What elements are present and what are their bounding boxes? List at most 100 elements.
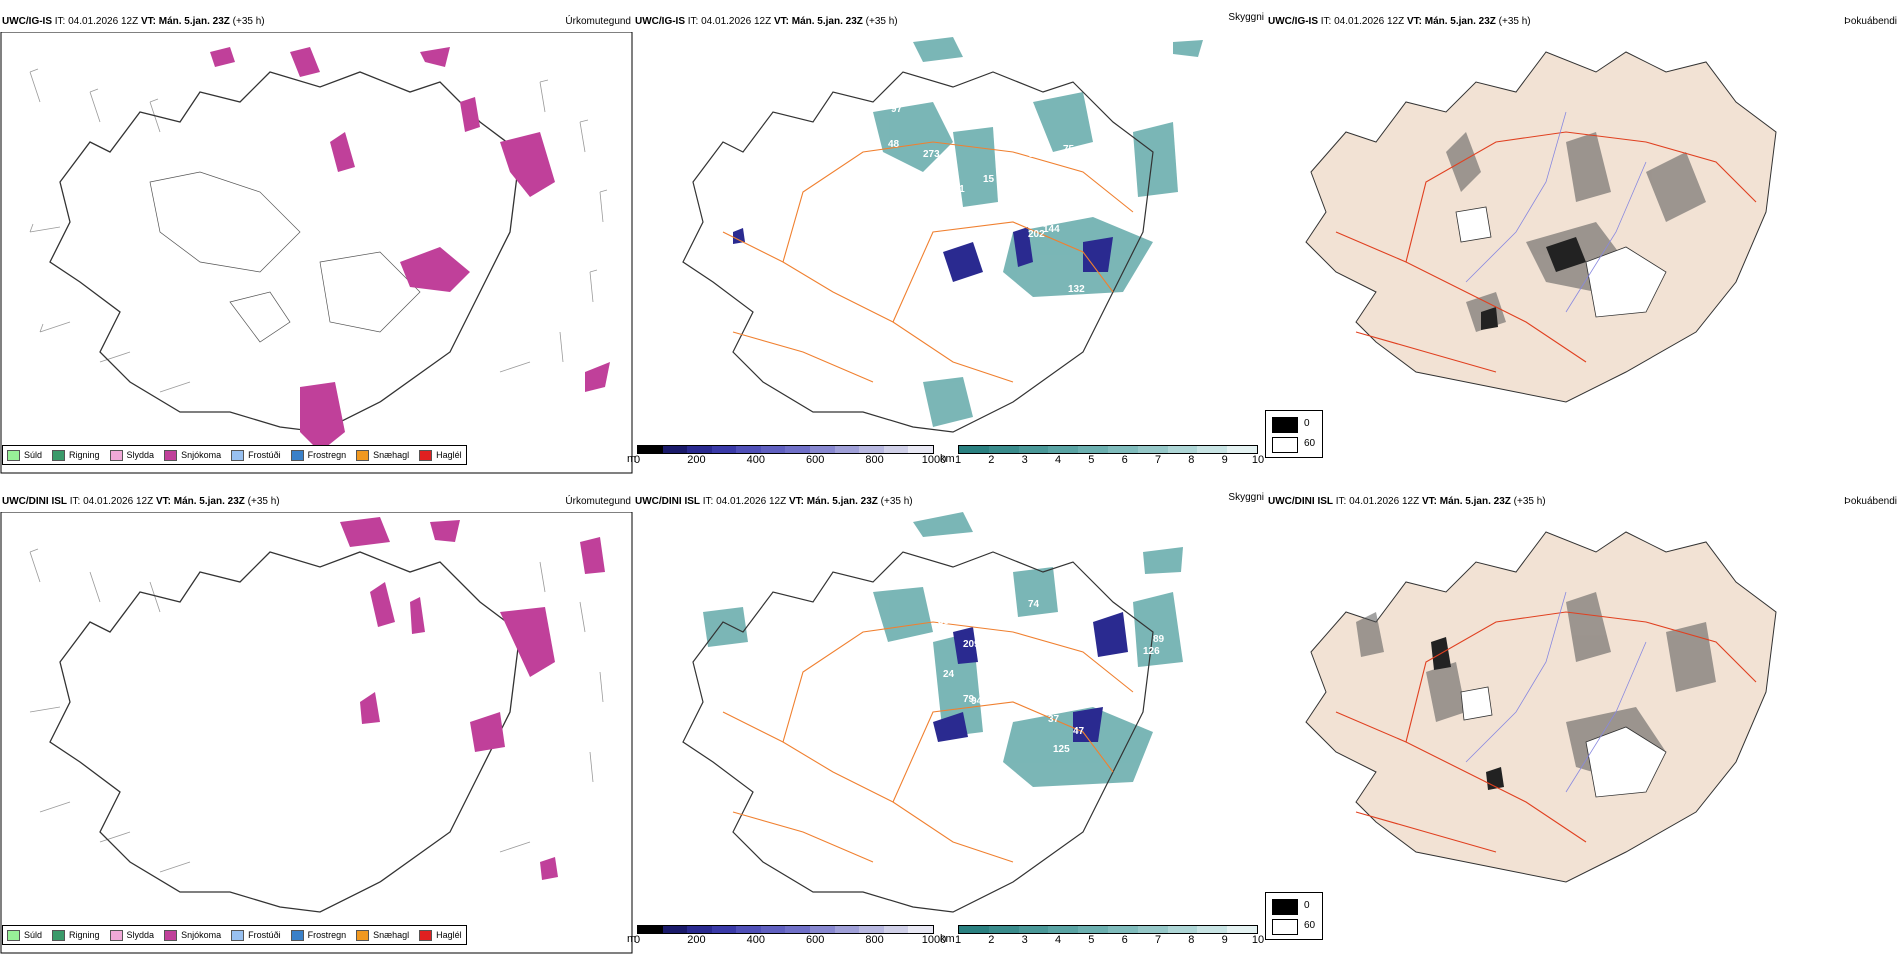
visibility-colorbar: 1 2 3 4 5 6 7 8 9 10 km bbox=[940, 445, 1264, 466]
legend-item: Haglél bbox=[419, 449, 462, 461]
panel-title: Úrkomutegund bbox=[565, 16, 631, 27]
fog-dense bbox=[1481, 237, 1586, 330]
colorbar-gradient bbox=[637, 925, 934, 934]
peak-label: 15 bbox=[983, 174, 995, 185]
init-time: 04.01.2026 12Z bbox=[68, 16, 139, 27]
fog-panel-bottom: UWC/DINI ISL IT: 04.01.2026 12Z VT: Mán.… bbox=[1265, 490, 1899, 955]
colorbar-segment bbox=[760, 926, 786, 933]
colorbar-segment bbox=[687, 926, 712, 933]
legend-swatch bbox=[419, 449, 433, 461]
lead-time: (+35 h) bbox=[1513, 496, 1546, 507]
legend-swatch bbox=[231, 929, 245, 941]
fog-legend-label: 0 bbox=[1304, 418, 1310, 429]
model-name: UWC/IG-IS bbox=[635, 16, 685, 27]
peak-label: 364 bbox=[945, 219, 962, 230]
glaciers bbox=[1460, 686, 1667, 798]
peak-label: 37 bbox=[1048, 714, 1060, 725]
colorbar-unit: m bbox=[627, 453, 637, 465]
colorbar-ticks: 0 200 400 600 800 1000 bbox=[634, 454, 946, 466]
valid-time: Mán. 5.jan. 23Z bbox=[158, 16, 230, 27]
colorbar-segment bbox=[810, 926, 835, 933]
fog-legend: 0 60 bbox=[1265, 410, 1323, 458]
colorbar-segment bbox=[1137, 446, 1168, 453]
legend-label: Súld bbox=[24, 930, 43, 940]
peak-label: 24 bbox=[943, 669, 955, 680]
rivers bbox=[1465, 111, 1647, 313]
colorbar-tick-label: 2 bbox=[988, 934, 995, 946]
peak-label: 170 bbox=[983, 744, 1000, 755]
peak-label: 94 bbox=[971, 696, 983, 707]
colorbar-segment bbox=[959, 446, 989, 453]
legend-label: Frostúði bbox=[248, 450, 281, 460]
colorbar-segment bbox=[988, 926, 1019, 933]
peak-label: 202 bbox=[1028, 229, 1045, 240]
legend-item: Súld bbox=[7, 929, 43, 941]
colorbar-tick-label: 7 bbox=[1154, 934, 1162, 946]
road-network bbox=[1335, 131, 1757, 373]
peak-label: 62 bbox=[1028, 149, 1040, 160]
colorbar-segment bbox=[662, 446, 688, 453]
legend-item: Frostregn bbox=[290, 929, 346, 941]
fog-legend-white bbox=[1272, 437, 1298, 453]
init-time: 04.01.2026 12Z bbox=[1334, 16, 1405, 27]
colorbar-segment bbox=[883, 446, 909, 453]
it-label: IT: bbox=[1335, 496, 1347, 507]
colorbar-segment bbox=[638, 926, 663, 933]
legend-item: Snæhagl bbox=[356, 449, 410, 461]
legend-item: Snjókoma bbox=[164, 929, 221, 941]
valid-time: Mán. 5.jan. 23Z bbox=[1439, 496, 1511, 507]
cloud-panel-bottom: UWC/DINI ISL IT: 04.01.2026 12Z VT: Mán.… bbox=[627, 490, 1266, 955]
precip-map bbox=[0, 512, 633, 954]
panel-title: Skyggni bbox=[1228, 492, 1264, 503]
colorbar-segment bbox=[1197, 926, 1228, 933]
peak-label: 97 bbox=[1053, 624, 1065, 635]
peak-label: 132 bbox=[1068, 284, 1085, 295]
iceland-coastline bbox=[682, 71, 1154, 433]
peak-label: 175 bbox=[933, 744, 950, 755]
legend-item: Súld bbox=[7, 449, 42, 461]
colorbar-segment bbox=[1018, 926, 1049, 933]
colorbar-segment bbox=[1048, 926, 1079, 933]
colorbar-gradient bbox=[958, 445, 1258, 454]
legend-swatch bbox=[356, 929, 370, 941]
legend-swatch bbox=[164, 449, 178, 461]
cloud-base-areas bbox=[733, 227, 1113, 282]
vt-label: VT: bbox=[140, 16, 156, 27]
vt-label: VT: bbox=[773, 16, 789, 27]
legend-swatch bbox=[419, 929, 433, 941]
peak-label: 997 bbox=[1018, 104, 1035, 115]
legend-label: Snjókoma bbox=[181, 450, 222, 460]
panel-header: UWC/DINI ISL IT: 04.01.2026 12Z VT: Mán.… bbox=[2, 496, 631, 510]
colorbar-tick-label: 10 bbox=[1251, 934, 1265, 946]
init-time: 04.01.2026 12Z bbox=[1349, 496, 1420, 507]
colorbar-gradient bbox=[637, 445, 934, 454]
colorbar-segment bbox=[908, 446, 933, 453]
valid-time: Mán. 5.jan. 23Z bbox=[1424, 16, 1496, 27]
colorbar-tick-label: 200 bbox=[687, 454, 706, 466]
region-outlines bbox=[149, 171, 421, 343]
it-label: IT: bbox=[54, 16, 66, 27]
peak-label: 134 bbox=[895, 704, 912, 715]
iceland-land bbox=[1305, 531, 1777, 883]
panel-header: UWC/DINI ISL IT: 04.01.2026 12Z VT: Mán.… bbox=[635, 492, 1264, 510]
visibility-areas bbox=[873, 37, 1203, 427]
fog-legend-label: 0 bbox=[1304, 900, 1310, 911]
legend-item: Slydda bbox=[109, 929, 154, 941]
snow-areas bbox=[210, 47, 610, 452]
colorbar-segment bbox=[834, 446, 860, 453]
colorbar-tick-label: 3 bbox=[1021, 454, 1028, 466]
panel-header: UWC/IG-IS IT: 04.01.2026 12Z VT: Mán. 5.… bbox=[2, 16, 631, 30]
vt-label: VT: bbox=[788, 496, 804, 507]
legend-swatch bbox=[290, 449, 304, 461]
it-label: IT: bbox=[687, 16, 699, 27]
colorbar-tick-label: 1000 bbox=[921, 934, 947, 946]
it-label: IT: bbox=[702, 496, 714, 507]
legend-swatch bbox=[109, 449, 123, 461]
colorbar-segment bbox=[883, 926, 909, 933]
wind-barbs bbox=[29, 68, 608, 393]
legend-swatch bbox=[52, 929, 66, 941]
colorbar-segment bbox=[1018, 446, 1049, 453]
legend-label: Snæhagl bbox=[373, 450, 410, 460]
colorbar-tick-label: 8 bbox=[1188, 454, 1195, 466]
legend-swatch bbox=[231, 449, 245, 461]
